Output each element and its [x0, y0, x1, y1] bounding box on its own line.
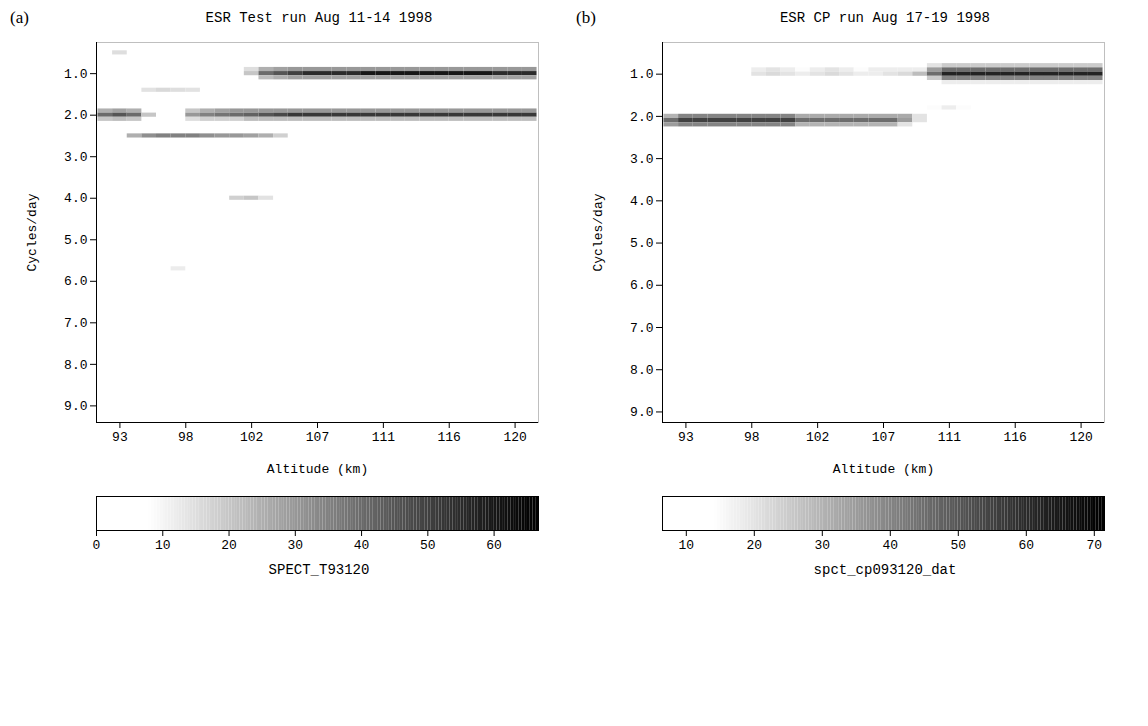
svg-text:10: 10 [155, 538, 171, 553]
svg-text:3.0: 3.0 [630, 152, 653, 167]
svg-text:111: 111 [372, 430, 396, 445]
svg-text:2.0: 2.0 [64, 108, 87, 123]
svg-text:6.0: 6.0 [630, 278, 653, 293]
svg-text:30: 30 [814, 538, 830, 553]
svg-text:7.0: 7.0 [64, 316, 87, 331]
html-text:SPECT_T93120: SPECT_T93120 [268, 562, 370, 578]
svg-text:60: 60 [1018, 538, 1034, 553]
svg-text:4.0: 4.0 [64, 191, 87, 206]
svg-text:98: 98 [744, 430, 760, 445]
svg-text:93: 93 [112, 430, 128, 445]
html-text:spct_cp093120_dat: spct_cp093120_dat [813, 562, 957, 578]
svg-text:30: 30 [287, 538, 303, 553]
svg-text:8.0: 8.0 [630, 363, 653, 378]
svg-text:40: 40 [882, 538, 898, 553]
svg-text:116: 116 [438, 430, 461, 445]
svg-text:8.0: 8.0 [64, 358, 87, 373]
svg-text:9.0: 9.0 [630, 405, 653, 420]
svg-text:20: 20 [221, 538, 237, 553]
svg-text:98: 98 [178, 430, 194, 445]
svg-text:70: 70 [1086, 538, 1102, 553]
svg-text:107: 107 [306, 430, 329, 445]
svg-text:4.0: 4.0 [630, 194, 653, 209]
svg-text:Cycles/day: Cycles/day [25, 193, 40, 271]
svg-text:60: 60 [486, 538, 502, 553]
svg-text:102: 102 [806, 430, 829, 445]
html-text:ESR Test run Aug 11-14 1998: ESR Test run Aug 11-14 1998 [205, 10, 433, 26]
svg-text:50: 50 [950, 538, 966, 553]
svg-text:Altitude (km): Altitude (km) [833, 462, 934, 477]
svg-text:93: 93 [678, 430, 694, 445]
svg-text:120: 120 [503, 430, 526, 445]
svg-text:102: 102 [240, 430, 263, 445]
svg-text:120: 120 [1069, 430, 1092, 445]
svg-text:9.0: 9.0 [64, 399, 87, 414]
svg-text:5.0: 5.0 [630, 236, 653, 251]
svg-text:3.0: 3.0 [64, 150, 87, 165]
svg-text:1.0: 1.0 [64, 67, 87, 82]
svg-text:50: 50 [420, 538, 436, 553]
svg-text:6.0: 6.0 [64, 274, 87, 289]
svg-text:Altitude (km): Altitude (km) [267, 462, 368, 477]
svg-text:7.0: 7.0 [630, 321, 653, 336]
svg-text:1.0: 1.0 [630, 67, 653, 82]
svg-text:2.0: 2.0 [630, 110, 653, 125]
svg-text:5.0: 5.0 [64, 233, 87, 248]
svg-text:40: 40 [354, 538, 370, 553]
svg-text:20: 20 [746, 538, 762, 553]
html-text:(a): (a) [10, 8, 29, 27]
svg-text:0: 0 [93, 538, 101, 553]
svg-text:116: 116 [1004, 430, 1027, 445]
html-text:ESR CP run Aug 17-19 1998: ESR CP run Aug 17-19 1998 [780, 10, 990, 26]
svg-text:10: 10 [678, 538, 694, 553]
svg-text:107: 107 [872, 430, 895, 445]
svg-text:111: 111 [938, 430, 962, 445]
svg-text:Cycles/day: Cycles/day [591, 193, 606, 271]
html-text:(b): (b) [576, 8, 596, 27]
